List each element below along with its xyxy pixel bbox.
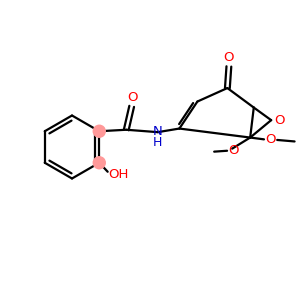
Text: O: O: [224, 51, 234, 64]
Text: O: O: [128, 91, 138, 104]
Text: OH: OH: [108, 168, 128, 181]
Text: N: N: [153, 125, 163, 138]
Text: O: O: [228, 144, 239, 157]
Text: O: O: [265, 134, 276, 146]
Circle shape: [93, 157, 105, 169]
Circle shape: [93, 125, 105, 137]
Text: H: H: [153, 136, 163, 148]
Text: O: O: [274, 114, 285, 127]
